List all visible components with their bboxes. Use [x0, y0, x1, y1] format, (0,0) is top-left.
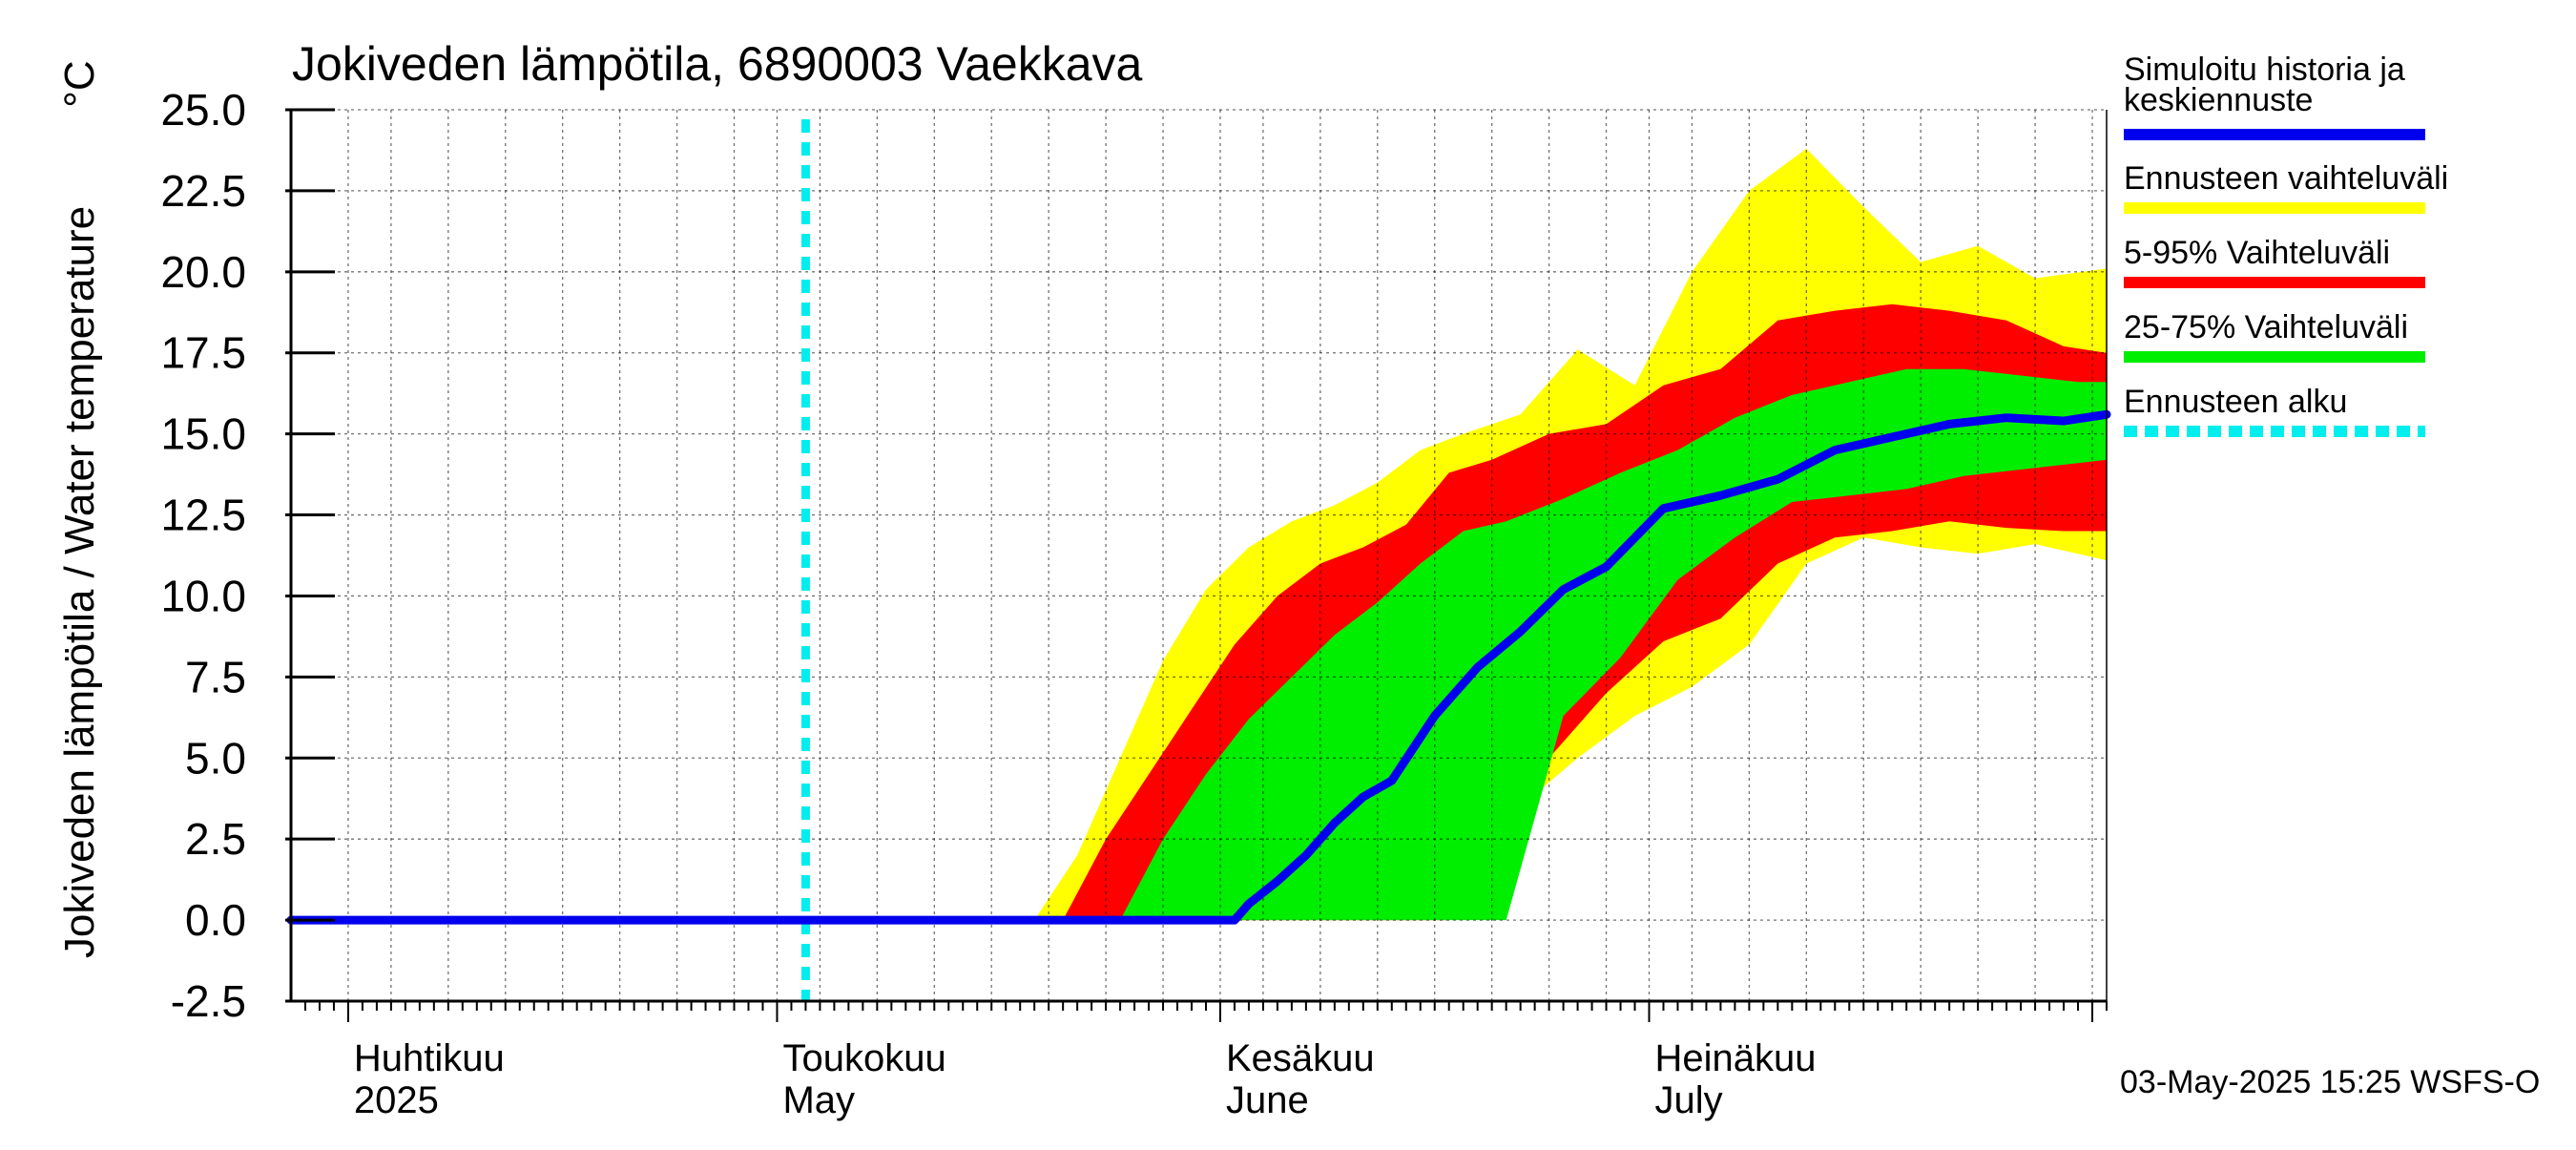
legend-label: 25-75% Vaihteluväli: [2124, 309, 2408, 345]
y-tick-label: 5.0: [185, 733, 246, 783]
y-tick-label: -2.5: [171, 976, 246, 1026]
x-month-label: Heinäkuu: [1655, 1037, 1817, 1079]
x-month-label-en: 2025: [354, 1079, 439, 1121]
legend-label: 5-95% Vaihteluväli: [2124, 235, 2390, 271]
x-month-label: Kesäkuu: [1226, 1037, 1375, 1079]
y-tick-label: 15.0: [160, 409, 246, 459]
y-tick-label: 0.0: [185, 895, 246, 945]
y-tick-label: 17.5: [160, 328, 246, 378]
chart-title: Jokiveden lämpötila, 6890003 Vaekkava: [292, 37, 1143, 91]
y-tick-label: 25.0: [160, 85, 246, 135]
grid: [291, 109, 2107, 1002]
footer-timestamp: 03-May-2025 15:25 WSFS-O: [2120, 1064, 2540, 1100]
axes: [285, 108, 2108, 1022]
y-tick-label: 10.0: [160, 571, 246, 620]
y-tick-label: 22.5: [160, 166, 246, 216]
legend-label: Ennusteen alku: [2124, 384, 2347, 420]
y-axis-unit: °C: [56, 60, 103, 107]
x-month-label-en: July: [1655, 1079, 1723, 1121]
y-tick-label: 12.5: [160, 491, 246, 540]
tick-labels: -2.5 0.0 2.5 5.0 7.5 10.0 12.5 15.0 17.5 20.0 22.5…: [160, 85, 1816, 1121]
median-forecast-line: [286, 409, 2111, 925]
forecast-bands: [1034, 148, 2107, 921]
legend-label: keskiennuste: [2124, 82, 2313, 118]
y-tick-label: 7.5: [185, 652, 246, 701]
x-month-label: Huhtikuu: [354, 1037, 505, 1079]
x-month-label-en: June: [1226, 1079, 1309, 1121]
legend-label: Simuloitu historia ja: [2124, 52, 2405, 88]
series-lines: [286, 119, 2111, 1001]
y-tick-label: 2.5: [185, 814, 246, 864]
y-tick-label: 20.0: [160, 247, 246, 297]
band-vaihteluvali-25-75: [1120, 368, 2107, 921]
legend-label: Ennusteen vaihteluväli: [2124, 160, 2448, 197]
x-month-label-en: May: [782, 1079, 855, 1121]
y-axis-label: Jokiveden lämpötila / Water temperature: [56, 206, 103, 958]
chart-text: Jokiveden lämpötila, 6890003 Vaekkava Jo…: [56, 37, 2540, 1100]
x-month-label: Toukokuu: [782, 1037, 945, 1079]
